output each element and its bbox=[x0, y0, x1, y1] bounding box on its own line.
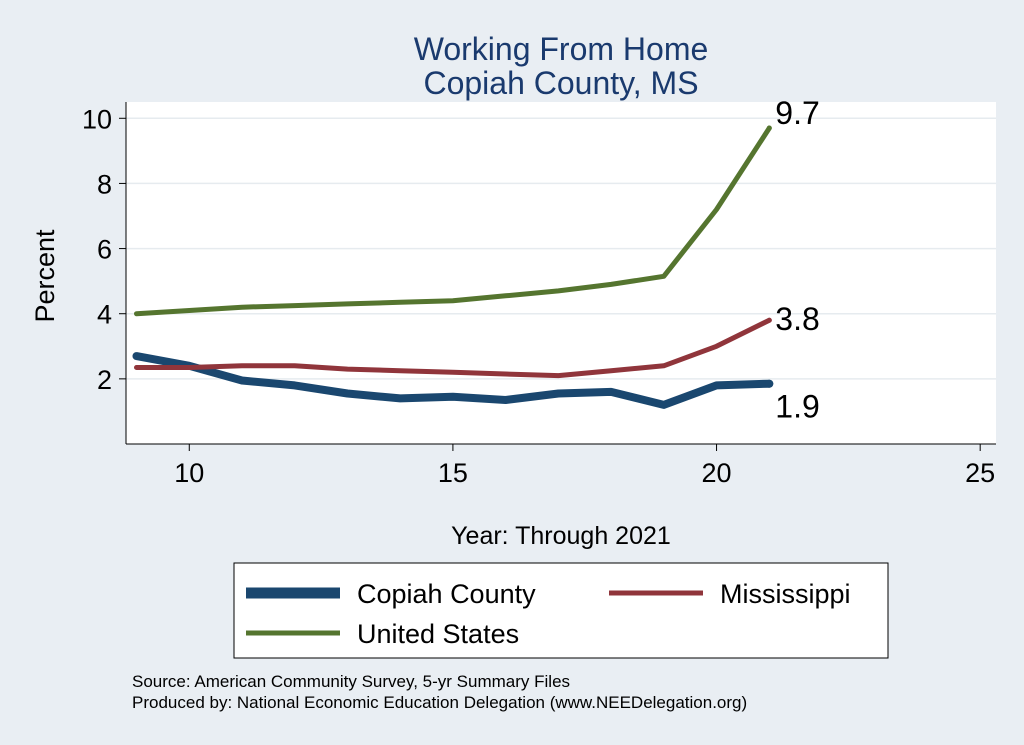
legend-box bbox=[233, 562, 889, 659]
end-labels: 1.9 3.8 9.7 bbox=[775, 95, 819, 425]
end-label-copiah-county: 1.9 bbox=[775, 389, 819, 425]
chart-title: Working From Home bbox=[414, 31, 709, 67]
series-line-mississippi bbox=[134, 317, 772, 379]
legend-label-mississippi: Mississippi bbox=[720, 579, 851, 609]
produced-by-note: Produced by: National Economic Education… bbox=[132, 693, 747, 712]
y-tick-label-4: 4 bbox=[97, 300, 112, 330]
end-label-united-states: 9.7 bbox=[775, 95, 819, 131]
y-tick-label-8: 8 bbox=[97, 169, 112, 199]
y-tick-label-10: 10 bbox=[82, 104, 112, 134]
y-axis-label: Percent bbox=[30, 229, 60, 323]
x-axis-label: Year: Through 2021 bbox=[451, 522, 671, 550]
end-label-mississippi: 3.8 bbox=[775, 301, 819, 337]
series-line-united-states bbox=[134, 125, 772, 317]
x-tick-label-10: 10 bbox=[174, 458, 204, 488]
y-axis-ticks: 2 4 6 8 10 bbox=[82, 104, 126, 395]
legend-label-copiah-county: Copiah County bbox=[357, 579, 536, 609]
grid-lines bbox=[126, 117, 996, 380]
x-tick-label-15: 15 bbox=[438, 458, 468, 488]
legend: Copiah County Mississippi United States bbox=[233, 562, 889, 659]
x-tick-label-25: 25 bbox=[965, 458, 995, 488]
chart-subtitle: Copiah County, MS bbox=[423, 65, 698, 101]
series-line-copiah-county bbox=[132, 352, 774, 409]
x-tick-label-20: 20 bbox=[702, 458, 732, 488]
series-end-point-united-states bbox=[766, 125, 772, 131]
series-end-point-mississippi bbox=[766, 317, 772, 323]
series-lines bbox=[132, 125, 774, 409]
y-tick-label-2: 2 bbox=[97, 365, 112, 395]
legend-label-united-states: United States bbox=[357, 619, 519, 649]
x-axis-ticks: 10 15 20 25 bbox=[174, 444, 995, 488]
source-note: Source: American Community Survey, 5-yr … bbox=[132, 672, 570, 691]
y-tick-label-6: 6 bbox=[97, 235, 112, 265]
series-end-point-copiah-county bbox=[765, 379, 774, 388]
